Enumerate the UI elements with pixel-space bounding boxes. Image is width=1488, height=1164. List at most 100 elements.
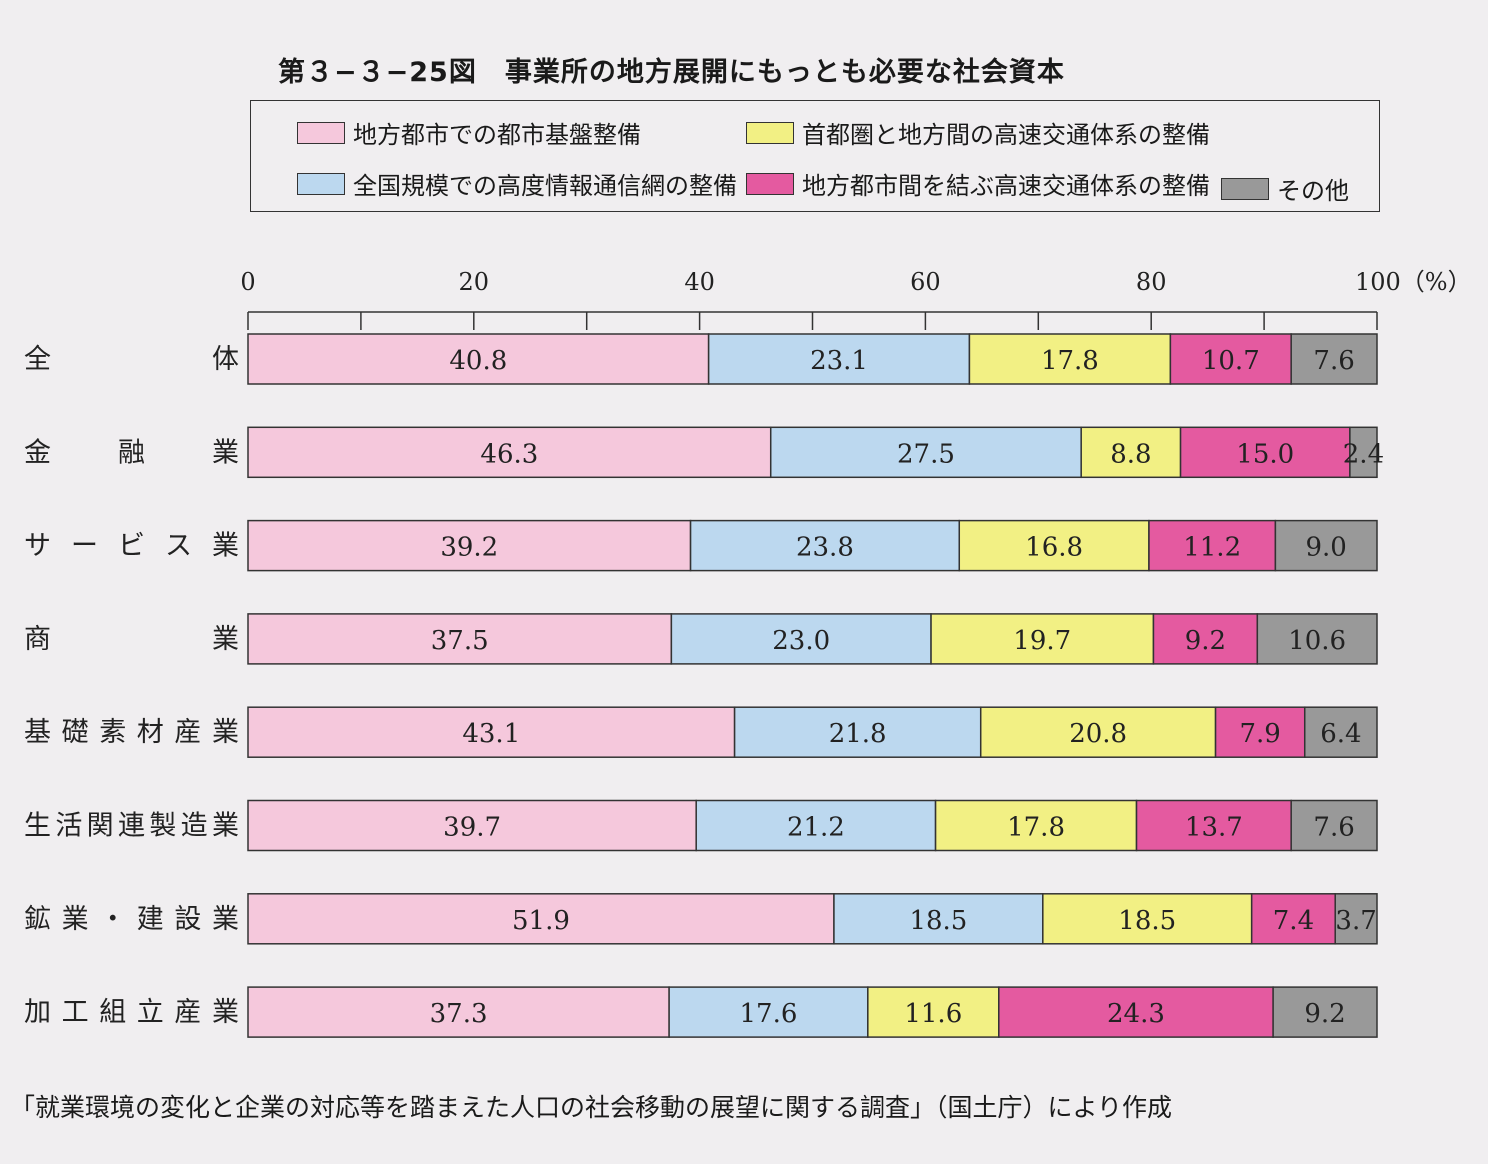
source-note: 「就業環境の変化と企業の対応等を踏まえた人口の社会移動の展望に関する調査」（国土… xyxy=(10,1093,1173,1122)
category-label: 金 融 業 xyxy=(24,437,239,468)
data-label: 17.8 xyxy=(1041,346,1099,376)
data-label: 23.0 xyxy=(772,626,830,656)
bar-segment xyxy=(1152,613,1259,665)
bar-segment xyxy=(1272,986,1378,1038)
x-tick-label: 20 xyxy=(459,268,490,296)
bar-segment xyxy=(769,426,1082,479)
bar-segment xyxy=(247,893,835,945)
bar-segment xyxy=(247,706,736,758)
legend-swatch-2 xyxy=(746,121,794,144)
data-label: 10.6 xyxy=(1288,626,1346,656)
data-label: 21.8 xyxy=(829,719,887,749)
bar-segment xyxy=(247,333,710,385)
bar-segment xyxy=(1349,426,1378,479)
data-label: 18.5 xyxy=(1118,906,1176,936)
bar-segment xyxy=(247,519,692,572)
category-label: 基礎素材産業 xyxy=(24,717,239,748)
legend-label-4: その他 xyxy=(1277,177,1349,205)
data-label: 3.7 xyxy=(1335,906,1376,936)
category-label: サ ー ビ ス 業 xyxy=(24,531,239,562)
data-label: 19.7 xyxy=(1013,626,1071,656)
bar-segment xyxy=(1042,893,1253,945)
data-label: 24.3 xyxy=(1107,999,1165,1029)
bar-segment xyxy=(934,799,1138,852)
data-label: 43.1 xyxy=(462,719,520,749)
data-label: 18.5 xyxy=(909,906,967,936)
legend-label-2: 首都圏と地方間の高速交通体系の整備 xyxy=(802,121,1210,149)
data-label: 7.6 xyxy=(1313,346,1354,376)
bar-segment xyxy=(1250,893,1336,945)
bar-segment xyxy=(1334,893,1378,945)
data-label: 40.8 xyxy=(449,346,507,376)
legend-item-3: 地方都市間を結ぶ高速交通体系の整備 xyxy=(746,166,1210,201)
data-label: 13.7 xyxy=(1185,813,1243,843)
data-label: 16.8 xyxy=(1025,533,1083,563)
bar-segment xyxy=(1148,519,1277,572)
data-label: 23.8 xyxy=(796,533,854,563)
bar-segment xyxy=(695,799,937,852)
bar-segment xyxy=(247,426,772,479)
bar-segment xyxy=(707,333,971,385)
chart-title: 第３−３−25図 事業所の地方展開にもっとも必要な社会資本 xyxy=(278,57,1065,88)
legend-swatch-3 xyxy=(746,172,794,195)
legend-item-0: 地方都市での都市基盤整備 xyxy=(297,115,641,150)
data-label: 9.2 xyxy=(1304,999,1345,1029)
legend-item-1: 全国規模での高度情報通信網の整備 xyxy=(297,166,737,201)
x-tick-label: 60 xyxy=(910,268,941,296)
legend: 地方都市での都市基盤整備 首都圏と地方間の高速交通体系の整備 全国規模での高度情… xyxy=(250,100,1380,212)
legend-item-4: その他 xyxy=(1221,171,1349,206)
data-label: 9.0 xyxy=(1306,533,1347,563)
data-label: 11.6 xyxy=(904,999,962,1029)
bar-segment xyxy=(1169,333,1292,385)
data-label: 11.2 xyxy=(1183,533,1241,563)
legend-swatch-1 xyxy=(297,172,345,195)
data-label: 37.5 xyxy=(431,626,489,656)
bar-segment xyxy=(979,706,1217,758)
data-label: 9.2 xyxy=(1185,626,1226,656)
data-label: 7.6 xyxy=(1313,813,1354,843)
data-label: 39.7 xyxy=(443,813,501,843)
bar-segment xyxy=(668,986,869,1038)
category-label: 鉱業・建設業 xyxy=(24,904,239,935)
data-label: 39.2 xyxy=(440,533,498,563)
bar-segment xyxy=(247,613,673,665)
data-label: 6.4 xyxy=(1320,719,1361,749)
data-label: 37.3 xyxy=(430,999,488,1029)
bar-segment xyxy=(958,519,1150,572)
data-label: 7.4 xyxy=(1273,906,1314,936)
bar-segment xyxy=(1256,613,1378,665)
category-label: 商 業 xyxy=(24,624,239,655)
bar-segment xyxy=(1080,426,1182,479)
bar-segment xyxy=(1290,799,1378,852)
legend-label-3: 地方都市間を結ぶ高速交通体系の整備 xyxy=(802,172,1210,200)
legend-item-2: 首都圏と地方間の高速交通体系の整備 xyxy=(746,115,1210,150)
data-label: 51.9 xyxy=(512,906,570,936)
data-label: 17.8 xyxy=(1007,813,1065,843)
data-label: 8.8 xyxy=(1110,439,1151,469)
data-label: 17.6 xyxy=(740,999,798,1029)
bar-segment xyxy=(1290,333,1378,385)
legend-label-0: 地方都市での都市基盤整備 xyxy=(353,121,641,149)
legend-swatch-4 xyxy=(1221,177,1269,200)
data-label: 27.5 xyxy=(897,439,955,469)
data-label: 7.9 xyxy=(1239,719,1280,749)
category-label: 全 体 xyxy=(24,344,239,375)
x-tick-label: 100（%） xyxy=(1355,268,1472,296)
category-label: 加工組立産業 xyxy=(24,997,239,1028)
bar-segment xyxy=(1274,519,1378,572)
bar-segment xyxy=(247,986,670,1038)
bar-segment xyxy=(1179,426,1351,479)
data-label: 23.1 xyxy=(810,346,868,376)
x-tick-label: 80 xyxy=(1136,268,1167,296)
x-tick-label: 0 xyxy=(240,268,255,296)
data-label: 15.0 xyxy=(1236,439,1294,469)
bar-segment xyxy=(689,519,961,572)
legend-swatch-0 xyxy=(297,121,345,144)
data-label: 10.7 xyxy=(1202,346,1260,376)
bar-segment xyxy=(998,986,1274,1038)
bar-segment xyxy=(867,986,1000,1038)
legend-label-1: 全国規模での高度情報通信網の整備 xyxy=(353,172,737,200)
bar-segment xyxy=(968,333,1172,385)
data-label: 2.4 xyxy=(1343,439,1384,469)
